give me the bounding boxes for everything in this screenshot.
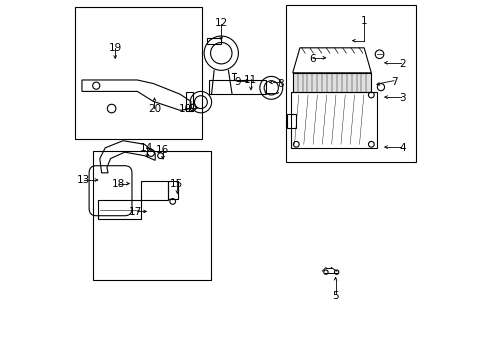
Bar: [185, 92, 193, 111]
Text: 1: 1: [360, 16, 366, 26]
Bar: [206, 38, 221, 44]
Text: 17: 17: [129, 207, 142, 217]
Text: 7: 7: [390, 77, 397, 87]
Bar: [167, 181, 177, 199]
Text: 2: 2: [398, 59, 405, 69]
Text: 11: 11: [244, 75, 257, 85]
Text: 15: 15: [170, 179, 183, 189]
Bar: [75, 7, 201, 139]
Bar: [98, 200, 141, 219]
Text: 18: 18: [112, 179, 125, 189]
Text: 13: 13: [76, 175, 89, 185]
Text: 10: 10: [179, 104, 192, 113]
Text: 19: 19: [108, 43, 122, 53]
Text: 12: 12: [214, 18, 227, 28]
Text: 8: 8: [276, 78, 283, 89]
Text: 16: 16: [155, 145, 169, 155]
Bar: [287, 114, 296, 128]
Text: 9: 9: [234, 77, 240, 87]
Text: 3: 3: [398, 93, 405, 103]
Text: 6: 6: [308, 54, 315, 64]
Bar: [93, 152, 210, 280]
Text: 4: 4: [398, 143, 405, 153]
Text: 5: 5: [332, 291, 338, 301]
Bar: [285, 5, 415, 162]
Bar: [292, 73, 370, 93]
Text: 14: 14: [140, 143, 153, 153]
Text: 20: 20: [147, 104, 161, 113]
